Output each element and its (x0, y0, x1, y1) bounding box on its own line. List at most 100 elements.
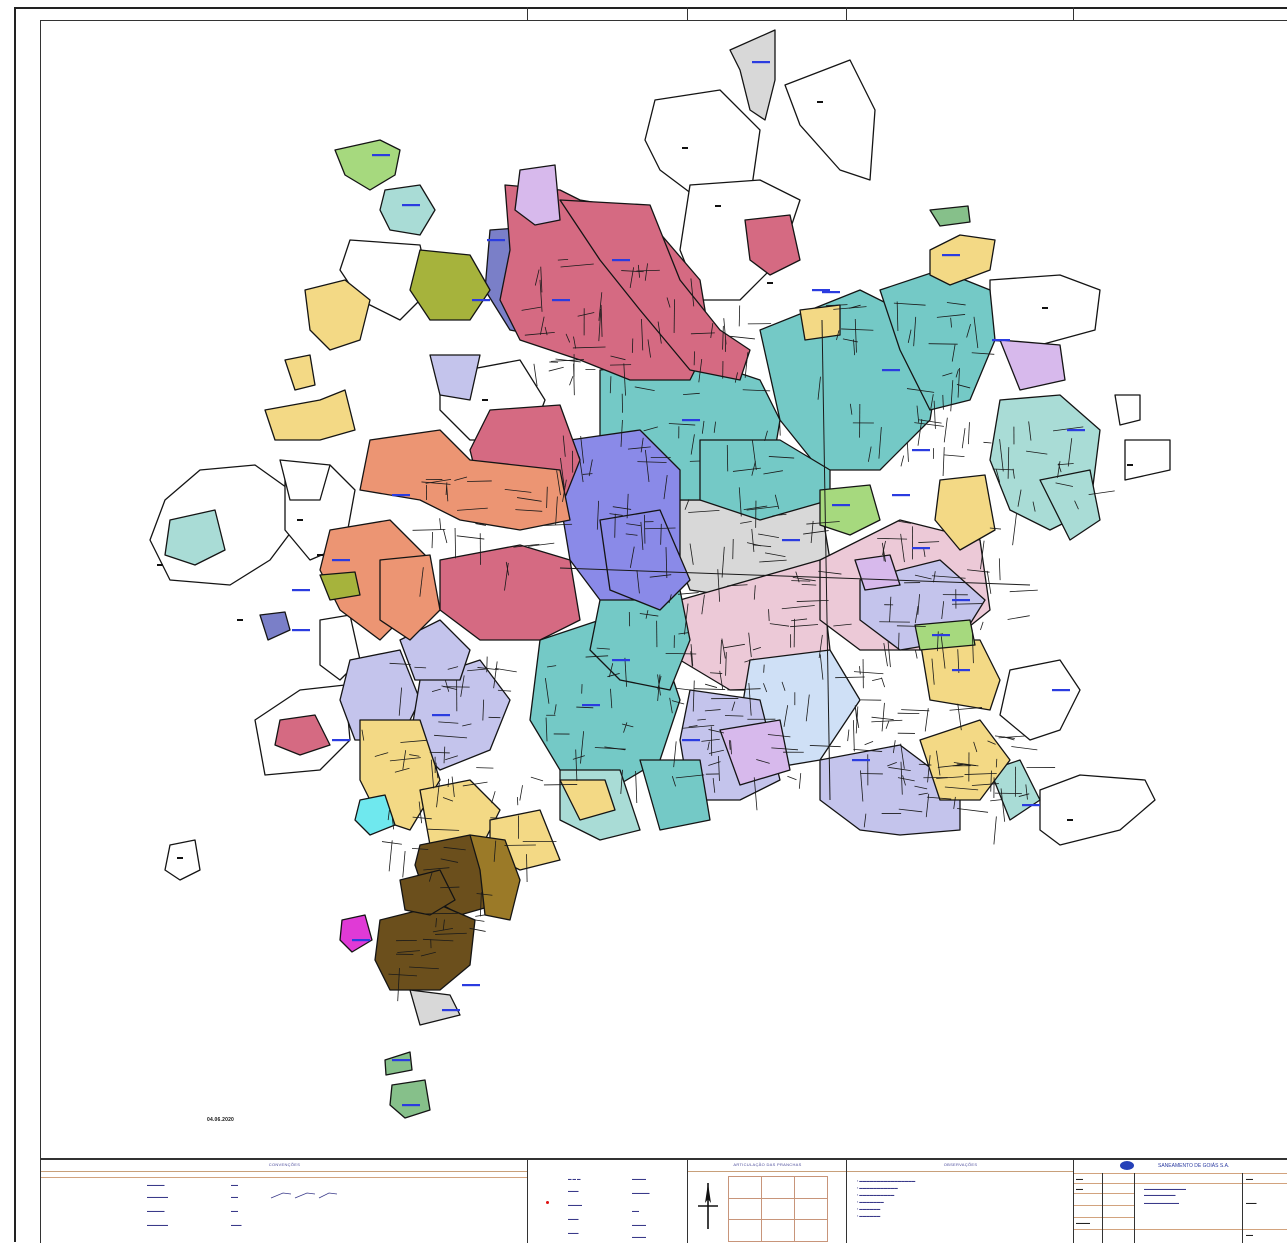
sector-sage[interactable] (390, 1080, 430, 1118)
sector-label (952, 669, 970, 671)
note-line: ▪ ▬▬▬▬▬▬▬▬▬▬ (857, 1193, 894, 1197)
parcel-line (996, 759, 997, 767)
parcel-id-mark (767, 282, 773, 284)
legend-text: ▬▬▬▬▬ (632, 1191, 650, 1195)
divider (1242, 1173, 1243, 1243)
parcel-line (791, 581, 810, 582)
company-name: SANEAMENTO DE GOIÁS S.A. (1158, 1163, 1229, 1169)
sector-green[interactable] (820, 485, 880, 535)
sector-label (752, 61, 770, 63)
title-text: ▬▬ (1246, 1233, 1253, 1237)
parcel-line (432, 532, 433, 548)
legend-text: ▬▬ (231, 1183, 238, 1187)
sector-yellow[interactable] (930, 235, 995, 285)
sector-unassigned[interactable] (990, 275, 1100, 345)
parcel-id-mark (157, 564, 163, 566)
parcel-line (389, 840, 392, 871)
sector-olive[interactable] (410, 250, 490, 320)
sheet-index: ARTICULAÇÃO DAS PRANCHAS (687, 1159, 847, 1243)
parcel-line (780, 422, 781, 436)
sector-unassigned[interactable] (785, 60, 875, 180)
parcel-line (1008, 616, 1030, 620)
sector-label (612, 659, 630, 661)
sector-unassigned[interactable] (1115, 395, 1140, 425)
parcel-line (907, 442, 908, 462)
sector-yellow[interactable] (920, 640, 1000, 710)
parcel-line (694, 689, 725, 690)
sector-unassigned[interactable] (1040, 775, 1155, 845)
parcel-line (983, 442, 991, 443)
parcel-line (1011, 747, 1037, 750)
parcel-line (999, 558, 1000, 580)
sector-teal[interactable] (640, 760, 710, 830)
sector-brown[interactable] (375, 905, 475, 990)
sector-sage[interactable] (930, 206, 970, 226)
parcel-line (950, 707, 983, 710)
sector-unassigned[interactable] (165, 840, 200, 880)
title-text: ▬▬▬▬ (1076, 1221, 1090, 1225)
sector-light-purple[interactable] (1000, 340, 1065, 390)
parcel-line (467, 481, 492, 482)
parcel-line (764, 665, 765, 673)
parcel-line (443, 529, 447, 543)
sector-grey[interactable] (410, 990, 460, 1025)
sector-light-teal[interactable] (380, 185, 435, 235)
sector-label (332, 739, 350, 741)
parcel-line (853, 720, 854, 751)
city-sector-map[interactable] (40, 20, 1287, 1158)
legend-text: ▬ ▬ ▬ (568, 1177, 580, 1181)
legend-text: ▬▬▬▬ (632, 1223, 646, 1227)
sector-magenta[interactable] (340, 915, 372, 952)
legend-text: ▬▬▬ (231, 1223, 242, 1227)
divider (1074, 1217, 1134, 1218)
sector-label (882, 369, 900, 371)
legend-symbols: ▬ ▬ ▬ ▬▬▬ ▬▬▬▬ ▬▬▬ ▬▬▬ ▬▬▬▬ ▬▬▬▬▬ ▬▬ ▬▬▬… (527, 1159, 688, 1243)
sector-label (402, 1104, 420, 1106)
parcel-line (636, 771, 637, 803)
parcel-id-mark (715, 205, 721, 207)
parcel-line (676, 688, 694, 690)
sector-green[interactable] (335, 140, 400, 190)
legend-text: ▬▬ (231, 1195, 238, 1199)
parcel-line (944, 418, 947, 443)
sector-unassigned[interactable] (1125, 440, 1170, 480)
parcel-id-mark (297, 519, 303, 521)
title-text: ▬▬▬▬▬▬▬▬▬▬ (1144, 1201, 1179, 1205)
sector-yellow[interactable] (265, 390, 355, 440)
legend-text: ▬▬▬▬ (568, 1203, 582, 1207)
parcel-line (531, 777, 543, 781)
sector-label (462, 984, 480, 986)
parcel-line (570, 376, 573, 385)
sector-dark-blue[interactable] (260, 612, 290, 640)
sector-label (912, 547, 930, 549)
border-tick (687, 7, 688, 20)
sector-unassigned[interactable] (1000, 660, 1080, 740)
parcel-line (854, 672, 883, 674)
border-tick (1073, 7, 1074, 20)
sector-yellow[interactable] (285, 355, 315, 390)
sector-label (292, 629, 310, 631)
parcel-line (872, 678, 882, 680)
parcel-id-mark (482, 399, 488, 401)
company-logo-icon (1120, 1161, 1134, 1170)
sector-yellow[interactable] (800, 305, 840, 340)
legend-text: ▬▬▬ (568, 1217, 579, 1221)
parcel-id-mark (817, 101, 823, 103)
sheet-grid[interactable] (728, 1176, 828, 1242)
parcel-line (943, 447, 944, 476)
sector-pink[interactable] (440, 545, 580, 640)
parcel-line (787, 776, 796, 779)
sector-label (942, 254, 960, 256)
parcel-line (901, 710, 929, 711)
sector-label (392, 494, 410, 496)
sheet-index-title: ARTICULAÇÃO DAS PRANCHAS (688, 1159, 847, 1172)
parcel-line (901, 456, 904, 467)
sector-sage[interactable] (385, 1052, 412, 1075)
parcel-line (549, 367, 564, 371)
sector-olive[interactable] (320, 572, 360, 600)
sector-label (352, 939, 370, 941)
parcel-line (865, 741, 873, 744)
sheet-border-top (14, 7, 1287, 9)
sector-label (812, 289, 830, 291)
sector-label (912, 449, 930, 451)
